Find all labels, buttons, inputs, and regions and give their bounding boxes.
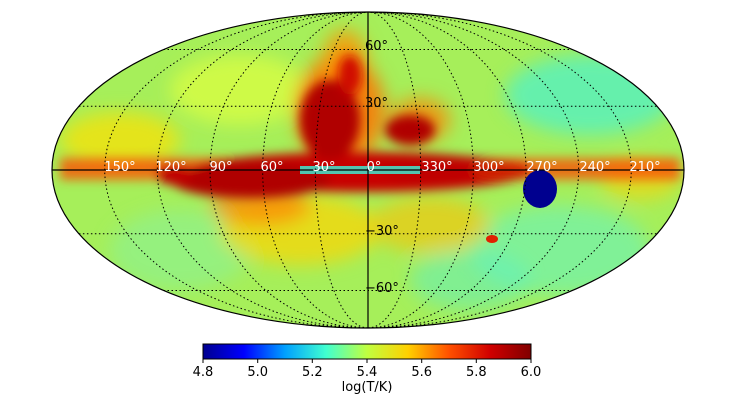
lon-label-120: 120° — [155, 160, 186, 175]
colorbar: 4.8 5.0 5.2 5.4 5.6 5.8 6.0 log(T/K) — [193, 343, 542, 395]
colorbar-gradient — [202, 343, 532, 360]
lat-label-30: 30° — [365, 96, 388, 111]
colorbar-tick-label: 5.8 — [466, 365, 487, 380]
lat-label-60: 60° — [365, 39, 388, 54]
lon-label-30: 30° — [312, 160, 335, 175]
colorbar-ticks: 4.8 5.0 5.2 5.4 5.6 5.8 6.0 — [193, 359, 542, 380]
longitude-labels: 150° 120° 90° 60° 30° 0° 330° 300° 270° … — [104, 160, 660, 175]
colorbar-label: log(T/K) — [342, 380, 393, 395]
colorbar-tick-label: 6.0 — [521, 365, 542, 380]
lon-label-150: 150° — [104, 160, 135, 175]
lon-label-0: 0° — [367, 160, 382, 175]
lon-label-240: 240° — [579, 160, 610, 175]
lon-label-210: 210° — [629, 160, 660, 175]
lon-label-60: 60° — [260, 160, 283, 175]
colorbar-tick-label: 4.8 — [193, 365, 214, 380]
lat-label-minus-30: −30° — [365, 224, 399, 239]
masked-region-blob — [523, 170, 557, 208]
lon-label-90: 90° — [209, 160, 232, 175]
lon-label-300: 300° — [473, 160, 504, 175]
lon-label-330: 330° — [421, 160, 452, 175]
hot-spot-south — [486, 235, 498, 243]
latitude-labels: 60° 30° −30° −60° — [365, 39, 399, 296]
lon-label-270: 270° — [526, 160, 557, 175]
meridian-line — [367, 12, 422, 328]
meridian-line — [314, 12, 369, 328]
lat-label-minus-60: −60° — [365, 281, 399, 296]
colorbar-tick-label: 5.2 — [302, 365, 323, 380]
colorbar-tick-label: 5.4 — [357, 365, 378, 380]
colorbar-tick-label: 5.6 — [411, 365, 432, 380]
colorbar-tick-label: 5.0 — [247, 365, 268, 380]
